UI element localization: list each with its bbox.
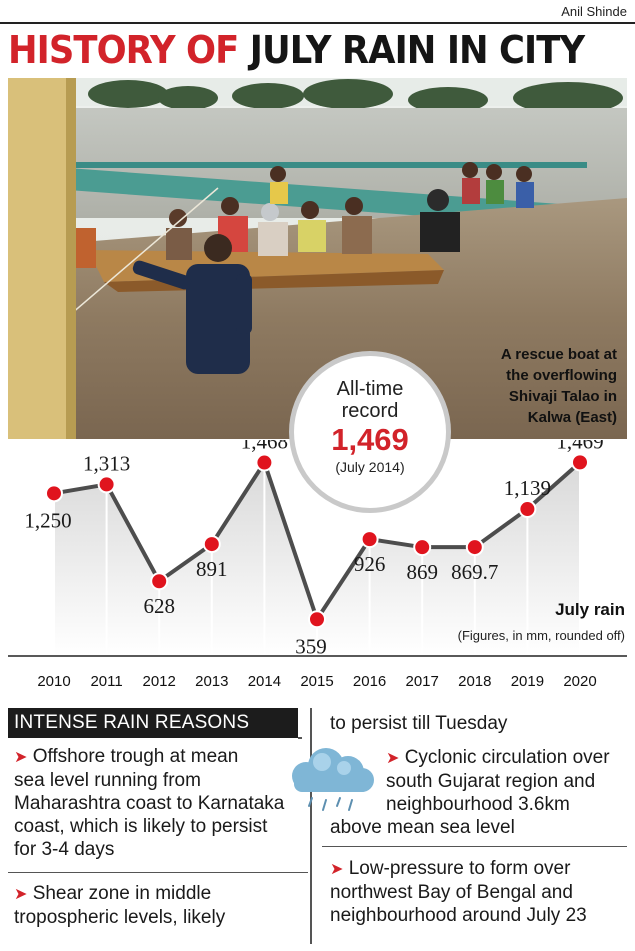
data-point [413,538,432,557]
data-label: 1,469 [556,440,603,453]
rescue-boat-photo [8,78,627,439]
data-point [202,535,221,554]
x-tick-label: 2016 [353,673,386,690]
headline: HISTORY OF JULY RAIN IN CITY [8,28,585,72]
data-label: 1,468 [241,440,288,454]
divider [8,872,308,873]
reason-line: Low-pressure to form over [348,858,571,879]
july-rain-line-chart: 1,250 1,313 628 891 1,468 359 926 869 869.7 1,139… [8,440,627,690]
data-point [571,453,589,472]
x-tick-label: 2018 [458,673,491,690]
divider [322,846,627,847]
bullet-arrow-icon: ➤ [14,749,28,766]
all-time-record-badge: All-time record 1,469 (July 2014) [289,351,451,513]
record-value: 1,469 [331,422,409,457]
x-tick-label: 2010 [37,673,70,690]
reason-line: Offshore trough at mean [32,746,239,767]
reason-continuation: to persist till Tuesday [330,713,508,734]
data-label: 891 [196,557,228,581]
data-point [308,610,326,629]
rain-cloud-icon [282,746,378,821]
data-point [97,475,116,494]
reason-line: coast, which is likely to persist [14,816,268,837]
reason-line: tropospheric levels, likely [14,907,226,928]
reason-line: neighbourhood 3.6km [386,794,570,815]
bullet-arrow-icon: ➤ [330,861,344,878]
data-point [360,530,379,549]
reason-line: Cyclonic circulation over [404,747,610,768]
data-label: 926 [354,552,386,576]
record-title-line: record [341,400,399,422]
data-label: 359 [295,634,327,658]
reason-shear-zone: ➤ Shear zone in middle tropospheric leve… [14,882,225,929]
data-label: 1,313 [83,451,130,475]
x-tick-label: 2019 [511,673,544,690]
divider [298,737,302,739]
reason-cyclonic-circulation: ➤ Cyclonic circulation over south Gujara… [330,746,610,839]
bullet-arrow-icon: ➤ [386,750,400,767]
area-fill [54,462,580,656]
data-label: 1,250 [24,508,71,532]
reason-low-pressure: ➤ Low-pressure to form over northwest Ba… [330,857,587,927]
record-title: All-time record [294,378,446,422]
top-rule [0,22,635,24]
x-tick-label: 2020 [563,673,596,690]
reason-line: neighbourhood around July 23 [330,905,587,926]
data-point [45,484,63,503]
caption-line: A rescue boat at [500,346,617,363]
reason-line: northwest Bay of Bengal and [330,882,573,903]
headline-part-2: JULY RAIN IN CITY [249,28,585,72]
reason-line: above mean sea level [330,817,515,838]
record-date: (July 2014) [335,459,405,475]
record-title-line: All-time [336,378,404,400]
series-label: July rain [555,600,625,619]
reason-line: for 3-4 days [14,839,115,860]
data-label: 869.7 [451,560,498,584]
x-tick-label: 2015 [300,673,333,690]
data-label: 1,139 [504,476,551,500]
data-label: 628 [143,594,175,618]
byline: Anil Shinde [561,4,627,19]
reason-offshore-trough: ➤ Offshore trough at mean sea level runn… [14,745,284,861]
caption-line: the overflowing [506,367,617,384]
caption-line: Shivaji Talao in [508,388,617,405]
bullet-arrow-icon: ➤ [14,886,28,903]
x-tick-label: 2011 [90,673,122,690]
reason-line: sea level running from [14,770,201,791]
caption-line: Kalwa (East) [527,409,617,426]
data-point [518,500,537,519]
x-tick-label: 2013 [195,673,228,690]
headline-part-1: HISTORY OF [8,28,250,72]
reason-line: south Gujarat region and [386,771,596,792]
reasons-heading: INTENSE RAIN REASONS [8,708,298,738]
chart-note: (Figures, in mm, rounded off) [458,628,625,643]
x-tick-label: 2014 [248,673,281,690]
photo-caption: A rescue boat at the overflowing Shivaji… [501,344,617,428]
reason-line: Maharashtra coast to Karnataka [14,793,285,814]
data-point [465,538,484,557]
x-tick-label: 2012 [143,673,176,690]
data-point [150,572,169,591]
data-point [255,453,274,472]
x-tick-label: 2017 [406,673,439,690]
column-divider [310,708,312,944]
reason-line: Shear zone in middle [32,883,212,904]
data-label: 869 [406,560,438,584]
